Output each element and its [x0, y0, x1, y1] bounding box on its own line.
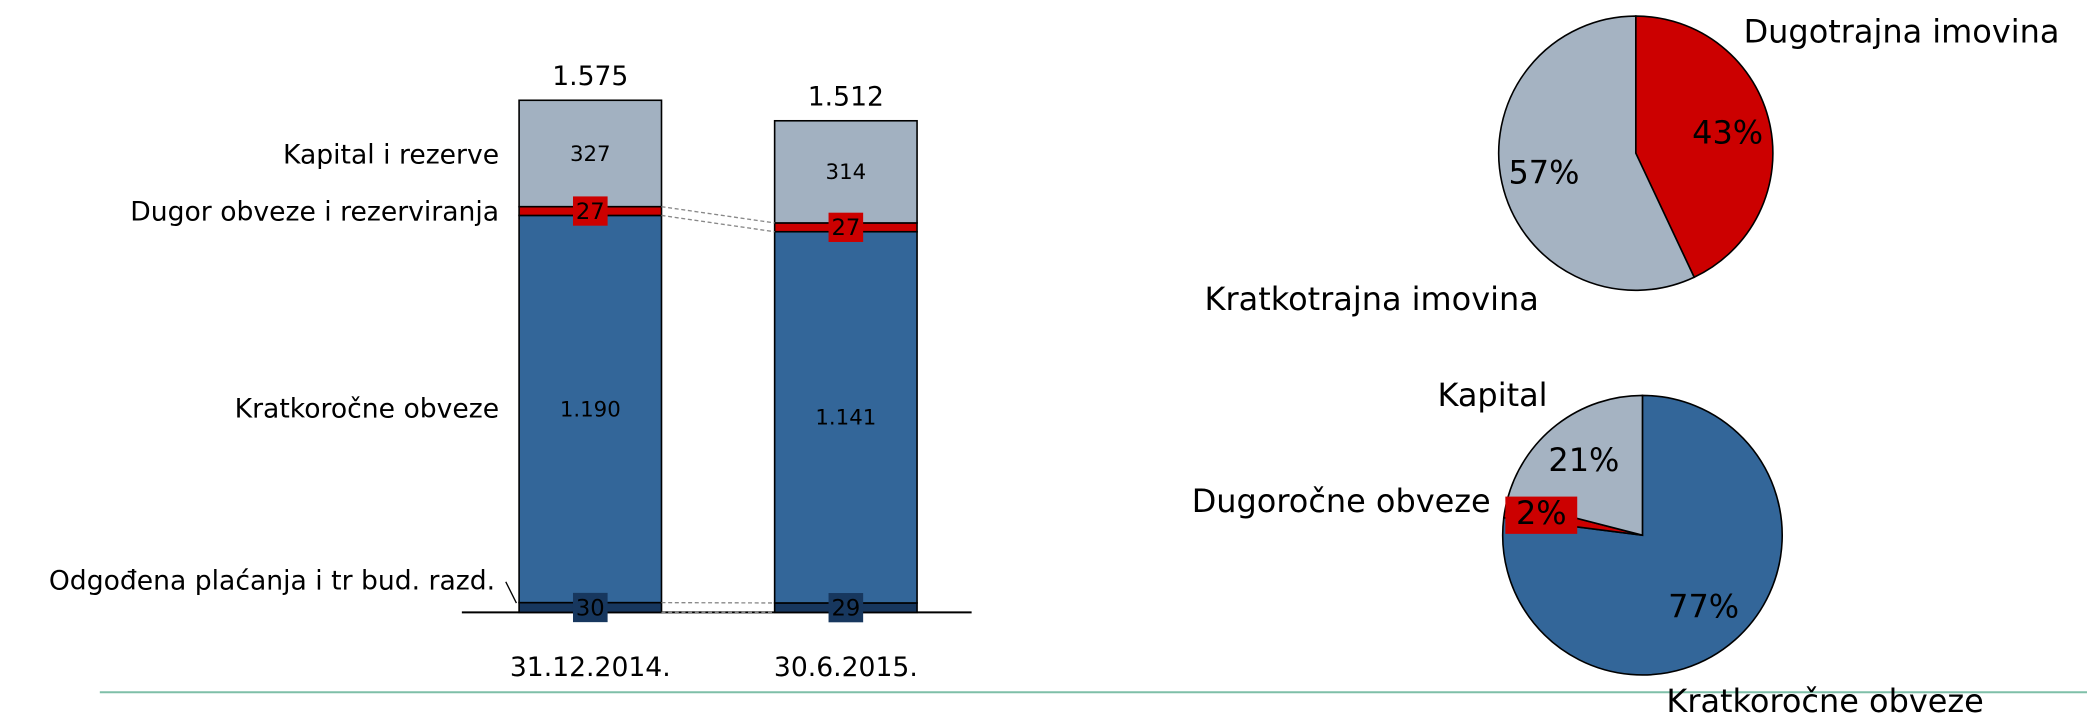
label-box	[828, 593, 864, 623]
label-box	[572, 592, 608, 623]
pie-category-label: Dugoročne obveze	[1192, 482, 1491, 520]
total-label: 1.512	[808, 82, 884, 113]
pie-slice	[1634, 15, 1774, 279]
bar-segment	[518, 214, 663, 604]
label-box	[828, 212, 864, 242]
leader	[505, 581, 518, 604]
connector	[661, 206, 775, 224]
value-label: 314	[826, 160, 867, 185]
label-box	[1505, 496, 1578, 534]
value-label: 29	[831, 595, 860, 621]
value-label: 30	[576, 595, 605, 621]
value-label: 327	[570, 142, 611, 167]
bar-segment	[773, 119, 918, 224]
pie-category-label: Kratkotrajna imovina	[1205, 280, 1539, 318]
pie-slice	[1497, 15, 1696, 292]
series-label: Kratkoročne obveze	[235, 394, 499, 425]
series-label: Odgođena plaćanja i tr bud. razd.	[49, 565, 495, 596]
total-label: 1.575	[552, 61, 628, 92]
series-label: Dugor obveze i rezerviranja	[130, 197, 499, 228]
pie-value-label: 2%	[1516, 494, 1567, 532]
pie-value-label: 57%	[1508, 153, 1579, 191]
value-label: 27	[576, 199, 605, 225]
pie-slice	[1501, 394, 1783, 676]
x-tick-label: 30.6.2015.	[774, 652, 918, 683]
value-label: 1.190	[560, 397, 621, 422]
bar-segment	[773, 230, 918, 604]
pie-value-label: 21%	[1548, 441, 1619, 479]
value-label: 27	[831, 215, 860, 241]
pie-category-label: Dugotrajna imovina	[1744, 12, 2060, 50]
x-tick-label: 31.12.2014.	[510, 652, 671, 683]
series-label: Kapital i rezerve	[283, 139, 499, 170]
pie-category-label: Kratkoročne obveze	[1666, 682, 1983, 715]
pie-value-label: 43%	[1692, 114, 1763, 152]
value-label: 1.141	[815, 406, 876, 431]
pie-value-label: 77%	[1668, 587, 1739, 625]
pie-category-label: Kapital	[1437, 376, 1547, 414]
connector	[661, 214, 775, 233]
label-box	[572, 196, 608, 226]
